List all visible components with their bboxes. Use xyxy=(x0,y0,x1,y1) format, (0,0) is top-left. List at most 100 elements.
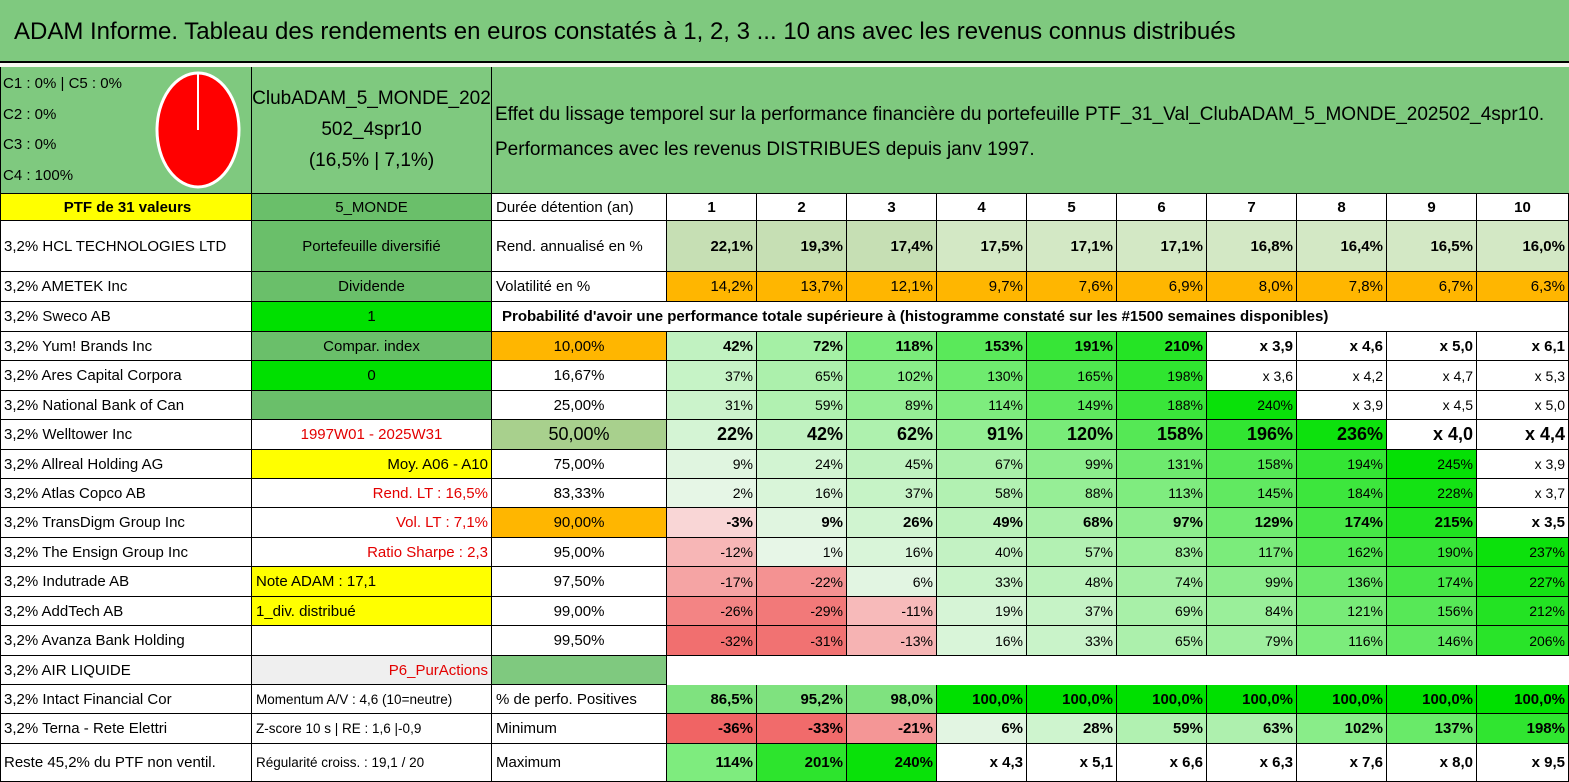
probability-value: 62% xyxy=(847,420,937,450)
minimum-value: 102% xyxy=(1297,714,1387,744)
probability-value: 188% xyxy=(1117,391,1207,420)
probability-threshold: 16,67% xyxy=(492,361,667,391)
probability-value: -26% xyxy=(667,597,757,626)
probability-threshold: 10,00% xyxy=(492,332,667,361)
probability-value: 33% xyxy=(1027,626,1117,656)
probability-value: -11% xyxy=(847,597,937,626)
maximum-value: 201% xyxy=(757,744,847,782)
probability-value: 153% xyxy=(937,332,1027,361)
probability-value: 19% xyxy=(937,597,1027,626)
probability-value: 69% xyxy=(1117,597,1207,626)
annual-return-value: 16,4% xyxy=(1297,221,1387,272)
probability-value: 84% xyxy=(1207,597,1297,626)
holding-row-label: 3,2% Yum! Brands Inc xyxy=(0,332,252,361)
positives-value: 100,0% xyxy=(1387,685,1477,714)
minimum-value: -33% xyxy=(757,714,847,744)
probability-value: 131% xyxy=(1117,450,1207,479)
portfolio-detail-cell: Régularité croiss. : 19,1 / 20 xyxy=(252,744,492,782)
holding-row-label: 3,2% AIR LIQUIDE xyxy=(0,656,252,685)
portfolio-detail-cell: Portefeuille diversifié xyxy=(252,221,492,272)
fund-name-line: ClubADAM_5_MONDE_202 xyxy=(252,88,491,109)
probability-value: 16% xyxy=(847,538,937,567)
volatility-value: 7,6% xyxy=(1027,272,1117,302)
probability-value: x 5,3 xyxy=(1477,361,1569,391)
probability-value: 1% xyxy=(757,538,847,567)
annual-return-value: 17,5% xyxy=(937,221,1027,272)
positives-value: 100,0% xyxy=(1207,685,1297,714)
probability-threshold: 50,00% xyxy=(492,420,667,450)
volatility-value: 12,1% xyxy=(847,272,937,302)
annual-return-value: 17,4% xyxy=(847,221,937,272)
year-column-header: 4 xyxy=(937,194,1027,221)
allocation-line: C4 : 100% xyxy=(3,167,74,184)
probability-value: 59% xyxy=(757,391,847,420)
probability-section-title: Probabilité d'avoir une performance tota… xyxy=(492,302,1569,332)
portfolio-detail-cell: Ratio Sharpe : 2,3 xyxy=(252,538,492,567)
portfolio-detail-cell: 1_div. distribué xyxy=(252,597,492,626)
year-column-header: 1 xyxy=(667,194,757,221)
annual-return-label: Rend. annualisé en % xyxy=(492,221,667,272)
portfolio-detail-cell: Note ADAM : 17,1 xyxy=(252,567,492,597)
probability-value: 227% xyxy=(1477,567,1569,597)
annual-return-value: 19,3% xyxy=(757,221,847,272)
volatility-label: Volatilité en % xyxy=(492,272,667,302)
annual-return-value: 17,1% xyxy=(1027,221,1117,272)
allocation-line: C2 : 0% xyxy=(3,106,57,123)
positives-value: 100,0% xyxy=(1477,685,1569,714)
portfolio-detail-cell: Vol. LT : 7,1% xyxy=(252,508,492,538)
probability-value: 6% xyxy=(847,567,937,597)
probability-value: 74% xyxy=(1117,567,1207,597)
probability-value: 120% xyxy=(1027,420,1117,450)
probability-value: 99% xyxy=(1027,450,1117,479)
probability-value: 97% xyxy=(1117,508,1207,538)
probability-value: 2% xyxy=(667,479,757,508)
annual-return-value: 17,1% xyxy=(1117,221,1207,272)
probability-value: 129% xyxy=(1207,508,1297,538)
minimum-value: 59% xyxy=(1117,714,1207,744)
holding-row-label: 3,2% National Bank of Can xyxy=(0,391,252,420)
probability-value: 16% xyxy=(757,479,847,508)
probability-value: 9% xyxy=(757,508,847,538)
positives-value: 98,0% xyxy=(847,685,937,714)
portfolio-detail-cell: Compar. index xyxy=(252,332,492,361)
holding-row-label: 3,2% Ares Capital Corpora xyxy=(0,361,252,391)
portfolio-size-label: PTF de 31 valeurs xyxy=(0,194,252,221)
probability-value: 118% xyxy=(847,332,937,361)
probability-threshold: 99,50% xyxy=(492,626,667,656)
positives-value: 86,5% xyxy=(667,685,757,714)
probability-value: 37% xyxy=(847,479,937,508)
probability-value: x 3,9 xyxy=(1297,391,1387,420)
probability-value: 130% xyxy=(937,361,1027,391)
holding-row-label: 3,2% The Ensign Group Inc xyxy=(0,538,252,567)
probability-value: -12% xyxy=(667,538,757,567)
holding-row-label: 3,2% AddTech AB xyxy=(0,597,252,626)
probability-value: 198% xyxy=(1117,361,1207,391)
minimum-label: Minimum xyxy=(492,714,667,744)
probability-value: 114% xyxy=(937,391,1027,420)
probability-value: 48% xyxy=(1027,567,1117,597)
probability-value: 156% xyxy=(1387,597,1477,626)
portfolio-detail-cell: Moy. A06 - A10 xyxy=(252,450,492,479)
volatility-value: 8,0% xyxy=(1207,272,1297,302)
probability-value: x 4,6 xyxy=(1297,332,1387,361)
minimum-value: -21% xyxy=(847,714,937,744)
allocation-block: C1 : 0% | C5 : 0% C2 : 0% C3 : 0% C4 : 1… xyxy=(0,67,252,194)
probability-value: -3% xyxy=(667,508,757,538)
probability-value: 37% xyxy=(1027,597,1117,626)
probability-value: 45% xyxy=(847,450,937,479)
maximum-value: 240% xyxy=(847,744,937,782)
probability-value: 65% xyxy=(1117,626,1207,656)
probability-value: 162% xyxy=(1297,538,1387,567)
annual-return-value: 16,5% xyxy=(1387,221,1477,272)
probability-value: 174% xyxy=(1297,508,1387,538)
description-line: Effet du lissage temporel sur la perform… xyxy=(495,104,1545,125)
probability-value: 136% xyxy=(1297,567,1387,597)
probability-value: -29% xyxy=(757,597,847,626)
probability-value: 58% xyxy=(937,479,1027,508)
probability-value: 31% xyxy=(667,391,757,420)
probability-value: 22% xyxy=(667,420,757,450)
annual-return-value: 16,0% xyxy=(1477,221,1569,272)
allocation-line: C3 : 0% xyxy=(3,136,57,153)
probability-value: 184% xyxy=(1297,479,1387,508)
probability-value: 158% xyxy=(1207,450,1297,479)
